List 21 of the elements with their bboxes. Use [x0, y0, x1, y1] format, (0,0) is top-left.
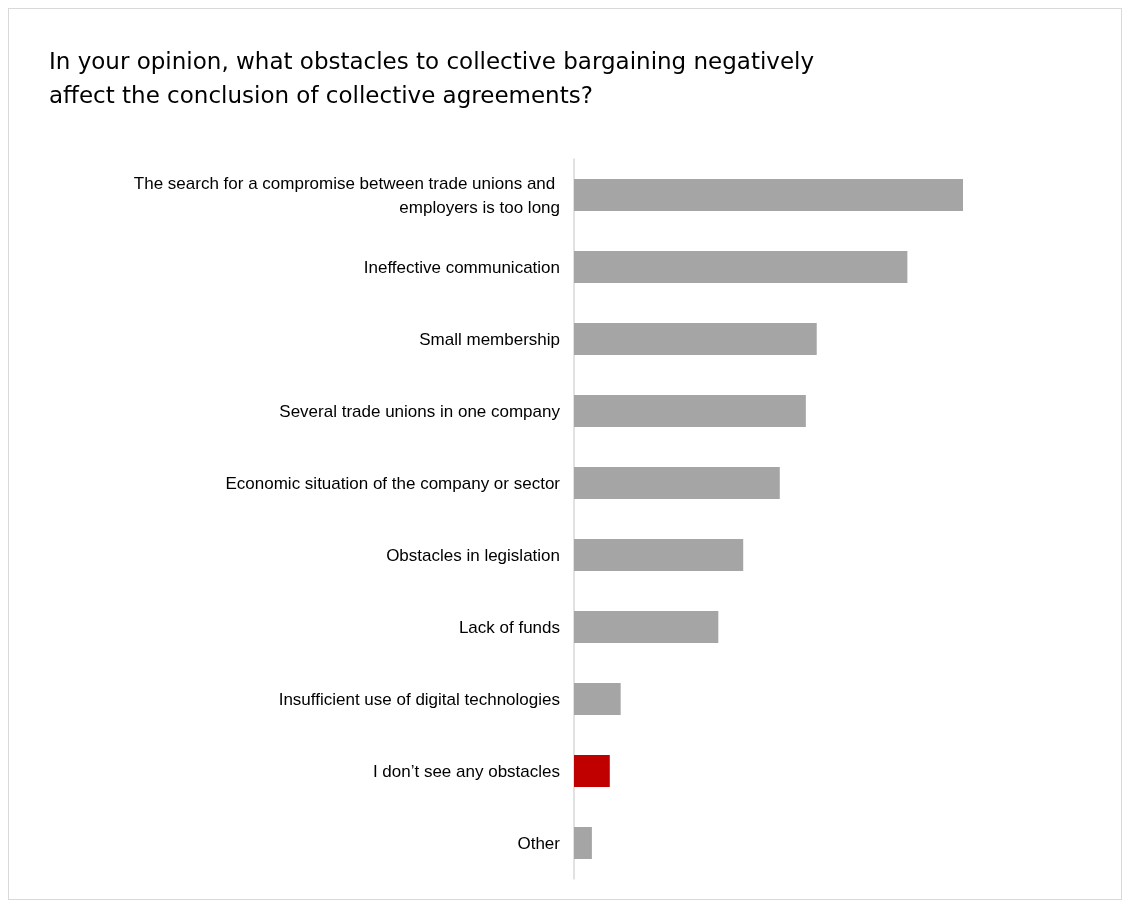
y-tick-label: Several trade unions in one company: [279, 401, 561, 421]
y-tick-label: The search for a compromise between trade unions and employers is too long: [133, 173, 560, 217]
bar: [574, 539, 744, 571]
y-tick-label: Lack of funds: [458, 617, 560, 637]
bar: [574, 755, 610, 787]
y-tick-label: Insufficient use of digital technologies: [278, 689, 560, 709]
bar: [574, 467, 780, 499]
bar: [574, 251, 908, 283]
y-tick-label: Other: [517, 833, 561, 853]
y-tick-label: Obstacles in legislation: [386, 545, 560, 565]
bar: [574, 683, 621, 715]
y-tick-label: Small membership: [419, 329, 560, 349]
y-tick-label: Economic situation of the company or sector: [225, 473, 561, 493]
bar: [574, 395, 806, 427]
y-tick-label: I don’t see any obstacles: [372, 761, 560, 781]
bar: [574, 323, 817, 355]
bar: [574, 611, 719, 643]
bar: [574, 827, 592, 859]
chart-title: In your opinion, what obstacles to collective bargaining negatively affect the conclusion of collective agreements?: [49, 48, 822, 108]
y-tick-label: Ineffective communication: [363, 257, 560, 277]
bar: [574, 179, 963, 211]
